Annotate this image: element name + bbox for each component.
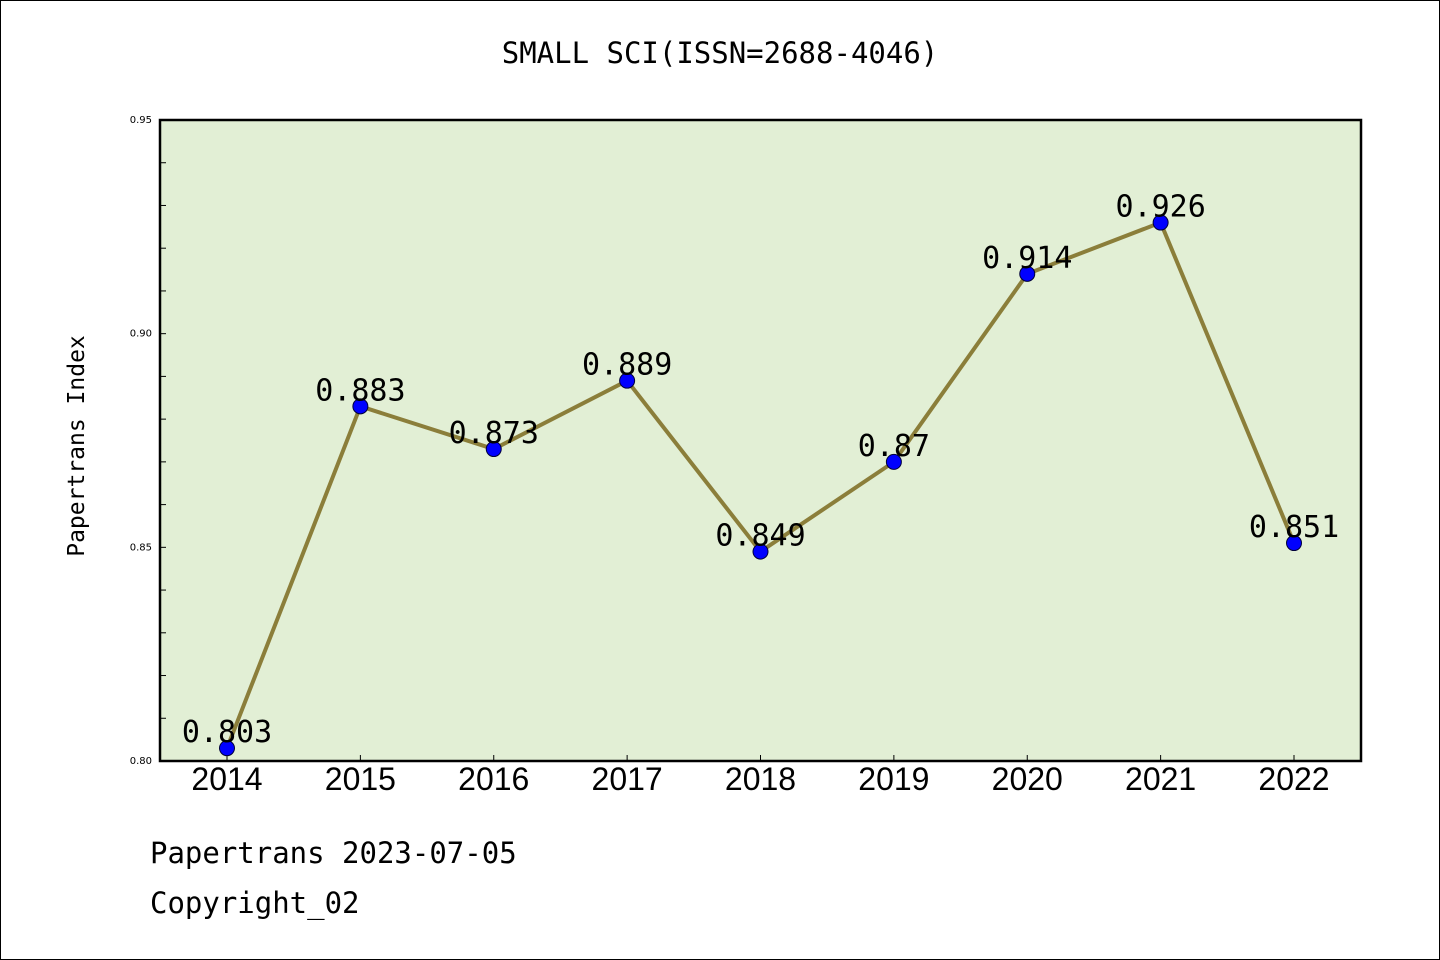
chart-title: SMALL SCI(ISSN=2688-4046) <box>501 36 939 70</box>
data-markers <box>219 214 1302 757</box>
x-axis: 2014 2015 2016 2017 2018 2019 2020 2021 2022 <box>191 755 1330 797</box>
y-tick-label: 0.85 <box>130 542 152 553</box>
data-point <box>219 740 235 757</box>
x-tick-label: 2019 <box>858 761 929 797</box>
footer-copyright: Copyright_02 <box>150 886 360 920</box>
y-axis-title: Papertrans Index <box>64 335 90 557</box>
data-label: 0.803 <box>182 715 272 750</box>
x-tick-label: 2022 <box>1258 761 1329 797</box>
data-point <box>1019 265 1036 282</box>
x-tick-label: 2018 <box>725 761 796 797</box>
data-label: 0.914 <box>982 241 1072 276</box>
data-label: 0.883 <box>315 373 405 408</box>
data-labels: 0.803 0.883 0.873 0.889 0.849 0.87 0.914 0.926 0… <box>182 190 1339 751</box>
y-axis: 0.80 0.85 0.90 0.95 <box>130 115 166 767</box>
y-tick-label: 0.80 <box>130 756 152 767</box>
data-point <box>619 372 636 389</box>
footer-source: Papertrans 2023-07-05 <box>150 836 517 870</box>
data-point <box>485 441 502 458</box>
data-label: 0.851 <box>1249 510 1339 545</box>
x-tick-label: 2014 <box>191 761 262 797</box>
data-label: 0.926 <box>1115 190 1205 225</box>
x-tick-label: 2020 <box>992 761 1063 797</box>
data-point <box>885 453 902 470</box>
data-point <box>1286 535 1302 552</box>
data-point <box>1152 214 1169 231</box>
data-label: 0.849 <box>715 519 805 554</box>
x-tick-label: 2017 <box>592 761 663 797</box>
data-label: 0.873 <box>449 416 539 451</box>
data-label: 0.889 <box>582 348 672 383</box>
data-label: 0.87 <box>858 429 930 464</box>
x-tick-label: 2015 <box>325 761 396 797</box>
y-tick-label: 0.95 <box>130 115 152 126</box>
x-tick-label: 2021 <box>1125 761 1196 797</box>
x-tick-label: 2016 <box>458 761 529 797</box>
data-point <box>352 398 369 415</box>
data-point <box>752 543 769 560</box>
y-tick-label: 0.90 <box>130 329 152 340</box>
